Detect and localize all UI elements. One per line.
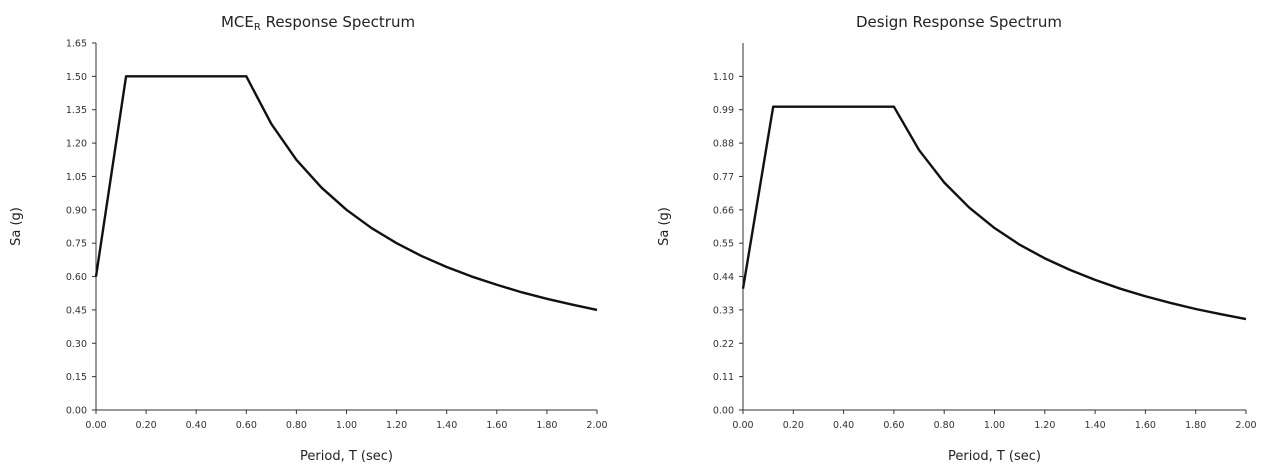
y-tick-label: 1.35 [66,105,87,116]
y-tick-label: 0.33 [713,305,734,316]
x-tick-label: 2.00 [1235,420,1256,431]
x-tick-label: 1.40 [1085,420,1106,431]
x-tick-label: 0.00 [85,420,106,431]
x-axis-label: Period, T (sec) [300,449,393,464]
y-tick-label: 0.88 [713,139,734,150]
x-tick-label: 1.20 [386,420,407,431]
x-tick-label: 0.80 [934,420,955,431]
y-tick-label: 0.77 [713,172,734,183]
y-tick-label: 0.90 [66,205,87,216]
y-tick-label: 0.55 [713,239,734,250]
x-tick-label: 1.80 [1185,420,1206,431]
x-tick-label: 2.00 [586,420,607,431]
chart-2: Design Response Spectrum 0.00 0.11 0.22 0.33… [657,13,1257,464]
x-tick-label: 1.60 [1135,420,1156,431]
chart-title: MCER Response Spectrum [221,13,415,33]
x-tick-label: 0.60 [883,420,904,431]
x-tick-label: 0.60 [236,420,257,431]
y-tick-label: 0.11 [713,372,734,383]
y-axis-label: Sa (g) [9,207,24,246]
y-tick-label: 0.00 [66,406,87,417]
x-tick-label: 0.80 [286,420,307,431]
y-tick-label: 0.15 [66,372,87,383]
y-tick-label: 0.30 [66,339,87,350]
x-tick-label: 1.00 [984,420,1005,431]
x-tick-label: 1.00 [336,420,357,431]
y-axis-label: Sa (g) [657,207,672,246]
y-tick-label: 0.22 [713,339,734,350]
x-tick-label: 0.20 [136,420,157,431]
x-tick-label: 1.20 [1034,420,1055,431]
x-axis-label: Period, T (sec) [948,449,1041,464]
y-tick-label: 1.10 [713,72,734,83]
x-tick-label: 1.60 [486,420,507,431]
y-tick-label: 1.50 [66,72,87,83]
spectrum-curve [94,75,598,312]
y-tick-label: 0.45 [66,305,87,316]
y-tick-label: 0.66 [713,205,734,216]
spectrum-curve [741,105,1247,321]
x-tick-label: 1.40 [436,420,457,431]
x-tick-label: 0.40 [186,420,207,431]
y-tick-label: 0.44 [713,272,734,283]
y-tick-label: 1.65 [66,39,87,50]
chart-1: MCER Response Spectrum 0.00 0.15 0.30 0.45 0.… [9,13,608,464]
chart-title: Design Response Spectrum [856,13,1062,31]
y-tick-label: 0.60 [66,272,87,283]
y-tick-label: 1.20 [66,139,87,150]
y-tick-label: 0.99 [713,105,734,116]
x-tick-label: 0.00 [732,420,753,431]
x-tick-label: 0.20 [783,420,804,431]
x-tick-label: 0.40 [833,420,854,431]
x-tick-label: 1.80 [536,420,557,431]
y-tick-label: 0.00 [713,406,734,417]
y-tick-label: 0.75 [66,239,87,250]
y-tick-label: 1.05 [66,172,87,183]
